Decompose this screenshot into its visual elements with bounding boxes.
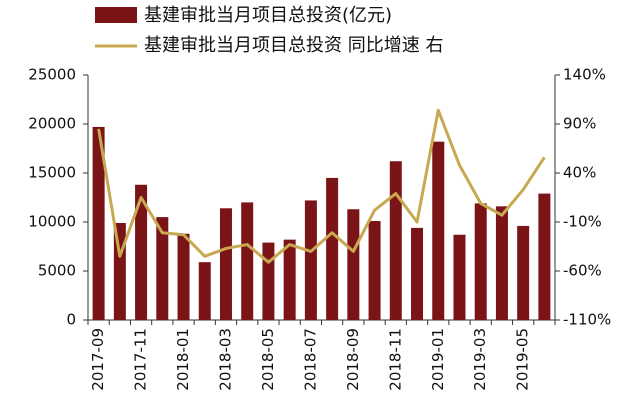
bar [495,206,508,320]
line [97,108,546,264]
bar [241,202,254,320]
y-tick-label: 0 [66,311,76,329]
x-tick-label: 2018-01 [174,328,192,391]
bar [92,126,105,320]
x-tick-label: 2018-11 [386,328,404,391]
y2-tick-label: 40% [563,164,596,182]
y2-tick-label: 140% [563,66,606,84]
y2-tick-label: 90% [563,115,596,133]
bar [177,233,190,320]
bar [304,200,317,320]
bar [389,161,402,320]
y2-tick-label: -60% [563,262,602,280]
legend-label: 基建审批当月项目总投资(亿元) [144,5,392,26]
bar [411,227,424,320]
bar [326,177,339,320]
y-tick-label: 10000 [28,213,76,231]
x-tick-label: 2017-09 [89,328,107,391]
y-tick-label: 25000 [28,66,76,84]
x-tick-label: 2018-09 [344,328,362,391]
y-tick-label: 15000 [28,164,76,182]
bar [347,209,360,320]
bar [453,234,466,320]
bar [368,221,381,320]
y-tick-label: 20000 [28,115,76,133]
bar [283,239,296,320]
bar [432,141,445,320]
x-tick-label: 2017-11 [132,328,150,391]
bar [262,242,275,320]
bar [198,262,211,320]
x-tick-label: 2019-03 [471,328,489,391]
x-tick-label: 2019-05 [514,328,532,391]
x-tick-label: 2019-01 [429,328,447,391]
bar [135,184,148,320]
bar [474,203,487,320]
x-tick-label: 2018-05 [259,328,277,391]
y-tick-label: 5000 [38,262,76,280]
y2-tick-label: -10% [563,213,602,231]
bar [156,217,169,320]
x-tick-label: 2018-03 [216,328,234,391]
bar [219,208,232,320]
bar [517,225,530,320]
legend-swatch [95,7,137,23]
y2-tick-label: -110% [563,311,611,329]
legend: 基建审批当月项目总投资(亿元) 基建审批当月项目总投资 同比增速 右 [95,5,443,56]
bar [538,193,551,320]
legend-label: 基建审批当月项目总投资 同比增速 右 [144,35,443,56]
x-tick-label: 2018-07 [301,328,319,391]
